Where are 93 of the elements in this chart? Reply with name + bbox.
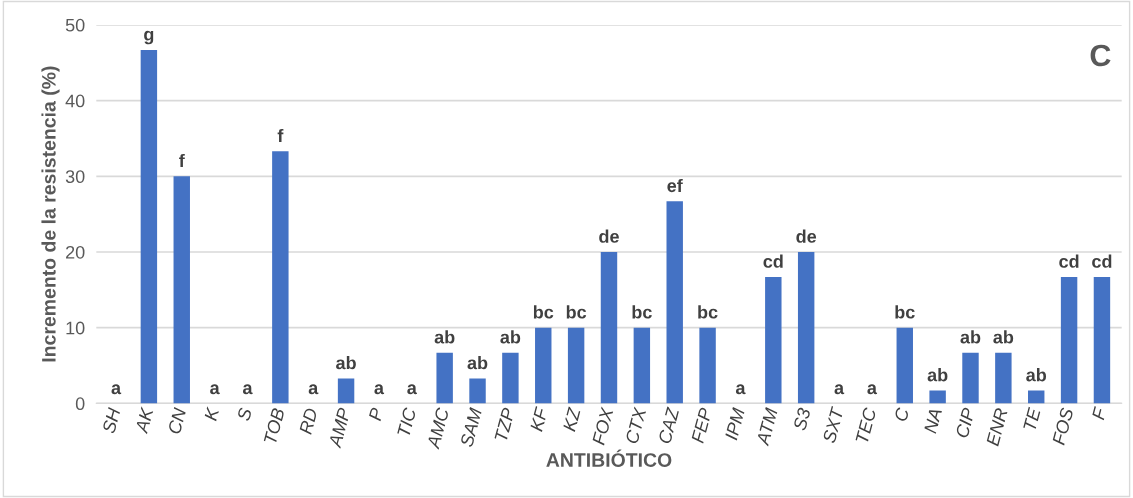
y-tick-label: 30 <box>65 170 85 184</box>
data-label: a <box>407 384 417 395</box>
x-tick-label: TIC <box>397 406 417 437</box>
x-tick-label: AMC <box>426 406 450 450</box>
data-label: a <box>834 384 845 395</box>
x-tick-label: CAZ <box>657 406 680 445</box>
data-label: cd <box>1059 254 1079 268</box>
bar <box>272 151 289 404</box>
data-label: ab <box>467 356 488 370</box>
x-tick-label: SH <box>102 406 121 434</box>
bar <box>929 390 946 404</box>
data-label: a <box>308 384 319 395</box>
bar <box>1028 390 1045 404</box>
x-tick-label: S <box>236 407 253 422</box>
x-tick-label: NA <box>923 407 942 434</box>
x-tick-label: K <box>204 406 220 422</box>
data-label: ef <box>667 178 683 193</box>
bar <box>699 327 716 404</box>
y-axis-title: Incremento de la resistencia (%) <box>41 66 60 362</box>
data-label: bc <box>632 305 652 319</box>
bar <box>962 352 979 404</box>
data-label: cd <box>763 254 783 268</box>
data-label: bc <box>698 305 718 319</box>
data-label: cd <box>1092 254 1112 268</box>
bar <box>1093 276 1111 404</box>
x-tick-label: C <box>893 406 910 422</box>
x-tick-label: CIP <box>955 406 976 439</box>
x-tick-label: TOB <box>263 407 285 445</box>
data-label: bc <box>533 305 554 319</box>
bar <box>600 251 618 404</box>
bar <box>633 327 651 404</box>
x-tick-label: ATM <box>756 406 778 447</box>
x-tick-label: FOS <box>1051 407 1074 446</box>
bar <box>896 327 913 404</box>
data-label: a <box>867 384 878 395</box>
data-label: a <box>210 384 220 395</box>
x-tick-label: RD <box>299 407 318 435</box>
bar <box>436 352 453 404</box>
x-tick-label: FEP <box>691 407 713 444</box>
x-tick-label: F <box>1091 406 1107 421</box>
bar <box>995 352 1012 404</box>
bar <box>567 327 585 404</box>
x-tick-label: SXT <box>822 405 844 444</box>
x-tick-label: SAM <box>459 406 483 448</box>
y-tick-label: 0 <box>75 397 85 411</box>
bar <box>797 251 815 404</box>
data-label: ab <box>500 330 521 344</box>
data-label: ab <box>993 330 1014 344</box>
x-tick-label: P <box>368 407 384 422</box>
x-tick-label: KZ <box>562 406 581 432</box>
bar <box>1060 276 1078 404</box>
x-tick-label: FOX <box>591 406 614 446</box>
data-label: a <box>735 384 746 395</box>
bar <box>140 49 158 404</box>
bar <box>666 201 683 404</box>
data-label: f <box>277 128 284 143</box>
data-label: a <box>374 384 385 395</box>
y-tick-label: 20 <box>66 245 85 259</box>
data-label: g <box>144 30 154 45</box>
x-tick-label: KF <box>529 406 548 432</box>
x-tick-label: AMP <box>328 407 351 449</box>
data-label: a <box>242 384 253 395</box>
x-tick-label: ENR <box>986 407 1008 447</box>
annotation: C <box>1090 44 1111 67</box>
bar <box>337 378 355 404</box>
data-label: ab <box>434 330 455 344</box>
x-tick-label: TZP <box>494 407 515 442</box>
data-label: ab <box>960 330 981 344</box>
y-tick-label: 40 <box>65 94 85 108</box>
x-tick-label: AK <box>134 406 154 435</box>
x-axis-title: ANTIBIÓTICO <box>546 449 672 467</box>
x-tick-label: IPM <box>724 406 745 441</box>
x-tick-label: CTX <box>625 406 647 445</box>
data-label: bc <box>895 305 915 319</box>
data-label: ab <box>336 356 356 370</box>
y-tick-label: 10 <box>66 321 85 335</box>
x-tick-label: CN <box>167 406 187 435</box>
data-label: f <box>179 153 185 167</box>
x-tick-label: S3 <box>792 407 811 432</box>
data-label: de <box>796 229 817 243</box>
data-label: a <box>111 384 122 395</box>
bar <box>535 327 552 404</box>
data-label: ab <box>927 368 948 382</box>
data-label: bc <box>566 305 587 319</box>
x-tick-label: TE <box>1023 406 1041 431</box>
bar <box>765 276 782 404</box>
data-label: de <box>599 229 619 243</box>
y-tick-label: 50 <box>65 18 85 32</box>
bar <box>469 378 486 404</box>
bar <box>502 352 519 404</box>
data-label: ab <box>1026 368 1047 382</box>
x-tick-label: TEC <box>855 406 877 444</box>
bar <box>173 176 190 404</box>
